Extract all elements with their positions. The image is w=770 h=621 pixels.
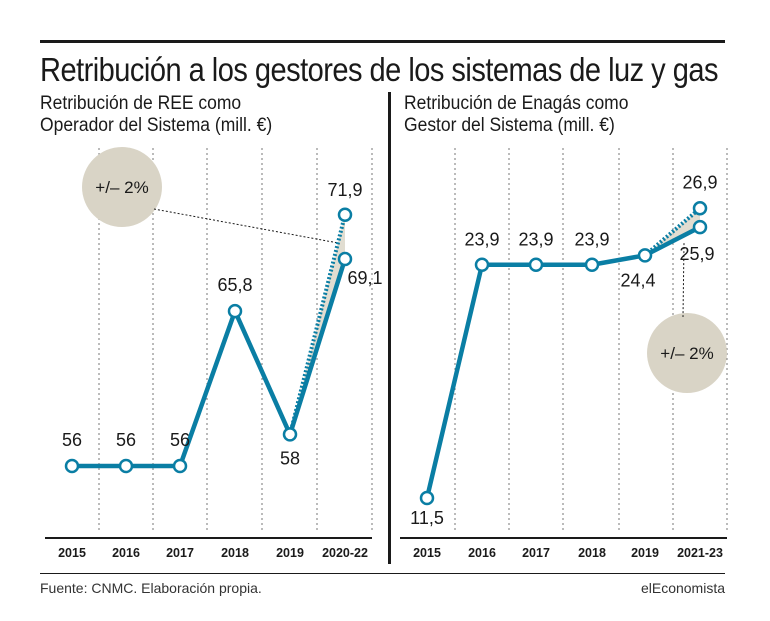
- left-point-2016: [118, 458, 134, 474]
- right-chart-title-line-1: Retribución de Enagás como: [404, 93, 629, 114]
- panel-divider: [388, 92, 391, 564]
- right-tick-label-2015: 2015: [413, 546, 441, 560]
- left-point-2018: [227, 303, 243, 319]
- left-chart-title-line-1: Retribución de REE como: [40, 93, 242, 114]
- left-data-label-2019: 58: [280, 448, 300, 468]
- right-badge-connector: [682, 243, 685, 318]
- left-data-label-2015: 56: [62, 430, 82, 450]
- right-tick-label-2016: 2016: [468, 546, 496, 560]
- right-upper-estimate-line: [643, 206, 702, 257]
- left-upper-estimate-label: 71,9: [327, 180, 362, 200]
- right-point-2015: [419, 490, 435, 506]
- right-band-label: +/– 2%: [660, 344, 713, 363]
- right-point-2021-23: [692, 219, 708, 235]
- left-point-2015: [64, 458, 80, 474]
- right-point-2017: [528, 257, 544, 272]
- left-band-label: +/– 2%: [95, 178, 148, 197]
- left-tick-label-2015: 2015: [58, 546, 86, 560]
- brand-name: elEconomista: [640, 580, 725, 596]
- left-chart-title: Retribución de REE como Operador del Sis…: [40, 93, 272, 137]
- left-tick-label-2020-22: 2020-22: [322, 546, 368, 560]
- left-tick-label-2019: 2019: [276, 546, 304, 560]
- left-chart-title-line-2: Operador del Sistema (mill. €): [40, 115, 273, 136]
- right-band-badge: [647, 313, 727, 393]
- right-tick-label-2019: 2019: [631, 546, 659, 560]
- left-data-label-2020-22: 69,1: [347, 268, 382, 288]
- right-chart-title-line-2: Gestor del Sistema (mill. €): [404, 115, 615, 136]
- left-tick-label-2018: 2018: [221, 546, 249, 560]
- right-data-label-2021-23: 25,9: [679, 244, 714, 264]
- right-data-label-2017: 23,9: [518, 230, 553, 250]
- source-note: Fuente: CNMC. Elaboración propia.: [40, 580, 262, 596]
- footer-rule: [40, 573, 725, 574]
- right-upper-estimate-label: 26,9: [682, 172, 717, 192]
- left-badge-connector: [153, 208, 338, 244]
- left-tick-label-2017: 2017: [166, 546, 194, 560]
- left-data-label-2018: 65,8: [217, 275, 252, 295]
- left-upper-estimate-point: [337, 207, 353, 223]
- left-band-badge: [82, 147, 162, 227]
- right-data-label-2018: 23,9: [574, 230, 609, 250]
- left-data-label-2017: 56: [170, 430, 190, 450]
- right-data-label-2015: 11,5: [410, 508, 444, 528]
- left-data-label-2016: 56: [116, 430, 136, 450]
- right-chart-title: Retribución de Enagás como Gestor del Si…: [404, 93, 628, 137]
- right-tick-label-2018: 2018: [578, 546, 606, 560]
- left-tick-label-2016: 2016: [112, 546, 140, 560]
- left-point-2017: [172, 458, 188, 474]
- right-data-label-2016: 23,9: [464, 230, 499, 250]
- right-data-label-2019: 24,4: [620, 270, 655, 290]
- right-upper-estimate-point: [692, 201, 708, 216]
- left-point-2019: [282, 427, 298, 442]
- right-tick-label-2021-23: 2021-23: [677, 546, 723, 560]
- left-series-line: [72, 258, 348, 469]
- title-rule: [40, 40, 725, 43]
- right-series-line: [424, 225, 702, 499]
- right-tick-label-2017: 2017: [522, 546, 550, 560]
- right-point-2019: [637, 248, 653, 263]
- page-title: Retribución a los gestores de los sistem…: [40, 51, 718, 88]
- left-point-2020-22: [337, 251, 353, 267]
- right-point-2018: [584, 257, 600, 272]
- right-point-2016: [474, 257, 490, 272]
